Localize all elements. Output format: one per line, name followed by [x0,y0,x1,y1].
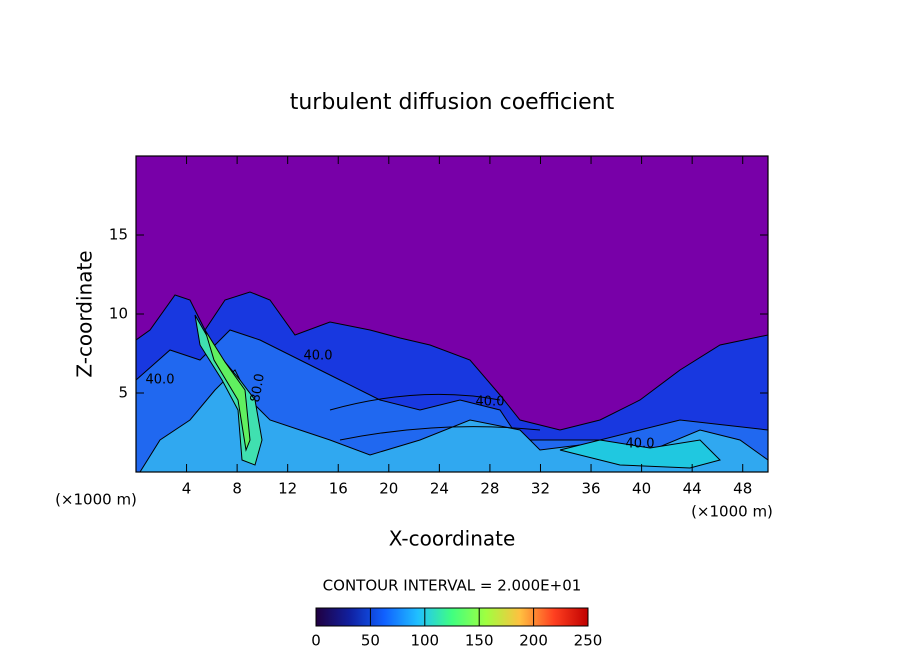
x-tick-label: 16 [329,480,348,498]
x-tick-label: 24 [430,480,449,498]
contour-label: 80.0 [248,372,268,403]
x-tick-label: 44 [683,480,702,498]
x-tick-label: 12 [278,480,297,498]
x-unit-right: (×1000 m) [691,503,773,521]
y-tick-label: 15 [109,226,128,244]
contour-label: 40.0 [476,395,505,410]
contour-label: 40.0 [304,349,333,364]
x-tick-label: 20 [379,480,398,498]
x-tick-label: 36 [581,480,600,498]
contour-label: 40.0 [626,437,655,452]
field-region [139,369,768,472]
colorbar-tick-label: 50 [361,632,380,650]
contour-line [339,426,541,441]
contour-line [329,393,501,411]
colorbar-tick-label: 150 [465,632,494,650]
colorbar-tick-label: 0 [311,632,321,650]
y-tick-label: 10 [109,305,128,323]
colorbar-tick-label: 200 [519,632,548,650]
x-tick-label: 8 [232,480,242,498]
x-tick-label: 32 [531,480,550,498]
contour-label: 40.0 [146,373,175,388]
colorbar-tick-label: 100 [410,632,439,650]
contour-interval: CONTOUR INTERVAL = 2.000E+01 [323,577,582,595]
colorbar [315,607,589,627]
x-tick-label: 4 [182,480,192,498]
field-region [559,439,721,469]
field-region [204,329,251,452]
y-tick-label: 5 [118,384,128,402]
x-tick-label: 40 [632,480,651,498]
y-axis-label: Z-coordinate [73,250,97,377]
x-tick-label: 48 [733,480,752,498]
contour-field [136,291,768,472]
x-unit-left: (×1000 m) [55,491,137,509]
chart-title: turbulent diffusion coefficient [290,90,615,115]
colorbar-tick-label: 250 [574,632,603,650]
x-axis-label: X-coordinate [389,527,516,551]
x-tick-label: 28 [480,480,499,498]
